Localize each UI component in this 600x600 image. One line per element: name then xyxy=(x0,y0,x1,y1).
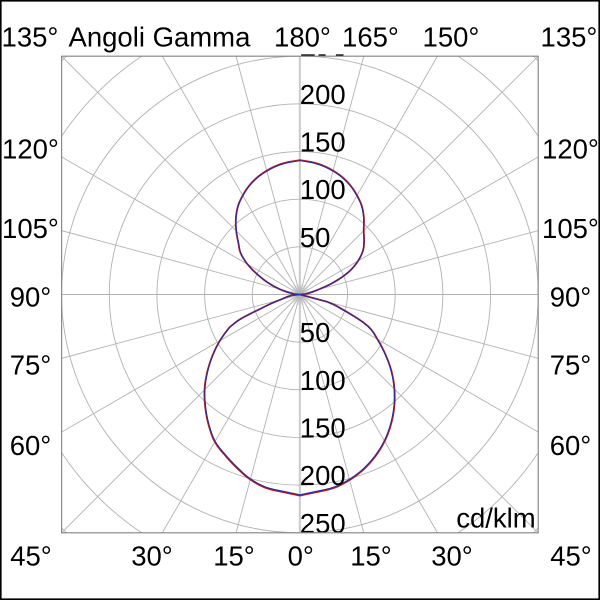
svg-text:105°: 105° xyxy=(2,213,59,244)
svg-text:180°: 180° xyxy=(274,22,331,53)
svg-text:250: 250 xyxy=(300,31,346,62)
svg-text:120°: 120° xyxy=(2,134,59,165)
svg-text:135°: 135° xyxy=(541,22,598,53)
svg-text:60°: 60° xyxy=(550,430,592,461)
svg-text:135°: 135° xyxy=(2,22,59,53)
svg-text:60°: 60° xyxy=(10,430,52,461)
svg-text:15°: 15° xyxy=(350,541,392,572)
svg-text:200: 200 xyxy=(300,460,346,491)
svg-text:0°: 0° xyxy=(288,541,314,572)
svg-text:150°: 150° xyxy=(423,22,480,53)
svg-text:100: 100 xyxy=(300,174,346,205)
svg-text:165°: 165° xyxy=(342,22,399,53)
svg-text:100: 100 xyxy=(300,365,346,396)
svg-text:30°: 30° xyxy=(431,541,473,572)
svg-text:120°: 120° xyxy=(542,134,599,165)
svg-text:150: 150 xyxy=(300,413,346,444)
svg-text:30°: 30° xyxy=(131,541,173,572)
svg-text:150: 150 xyxy=(300,127,346,158)
svg-text:250: 250 xyxy=(300,508,346,539)
svg-text:45°: 45° xyxy=(550,541,592,572)
svg-text:50: 50 xyxy=(300,317,331,348)
svg-text:105°: 105° xyxy=(542,213,599,244)
svg-text:50: 50 xyxy=(300,222,331,253)
svg-text:cd/klm: cd/klm xyxy=(456,503,535,534)
svg-text:90°: 90° xyxy=(10,282,52,313)
svg-text:15°: 15° xyxy=(213,541,255,572)
svg-text:200: 200 xyxy=(300,79,346,110)
svg-text:75°: 75° xyxy=(10,350,52,381)
svg-text:90°: 90° xyxy=(550,282,592,313)
svg-text:75°: 75° xyxy=(550,350,592,381)
svg-text:Angoli Gamma: Angoli Gamma xyxy=(69,22,252,53)
svg-text:45°: 45° xyxy=(10,541,52,572)
